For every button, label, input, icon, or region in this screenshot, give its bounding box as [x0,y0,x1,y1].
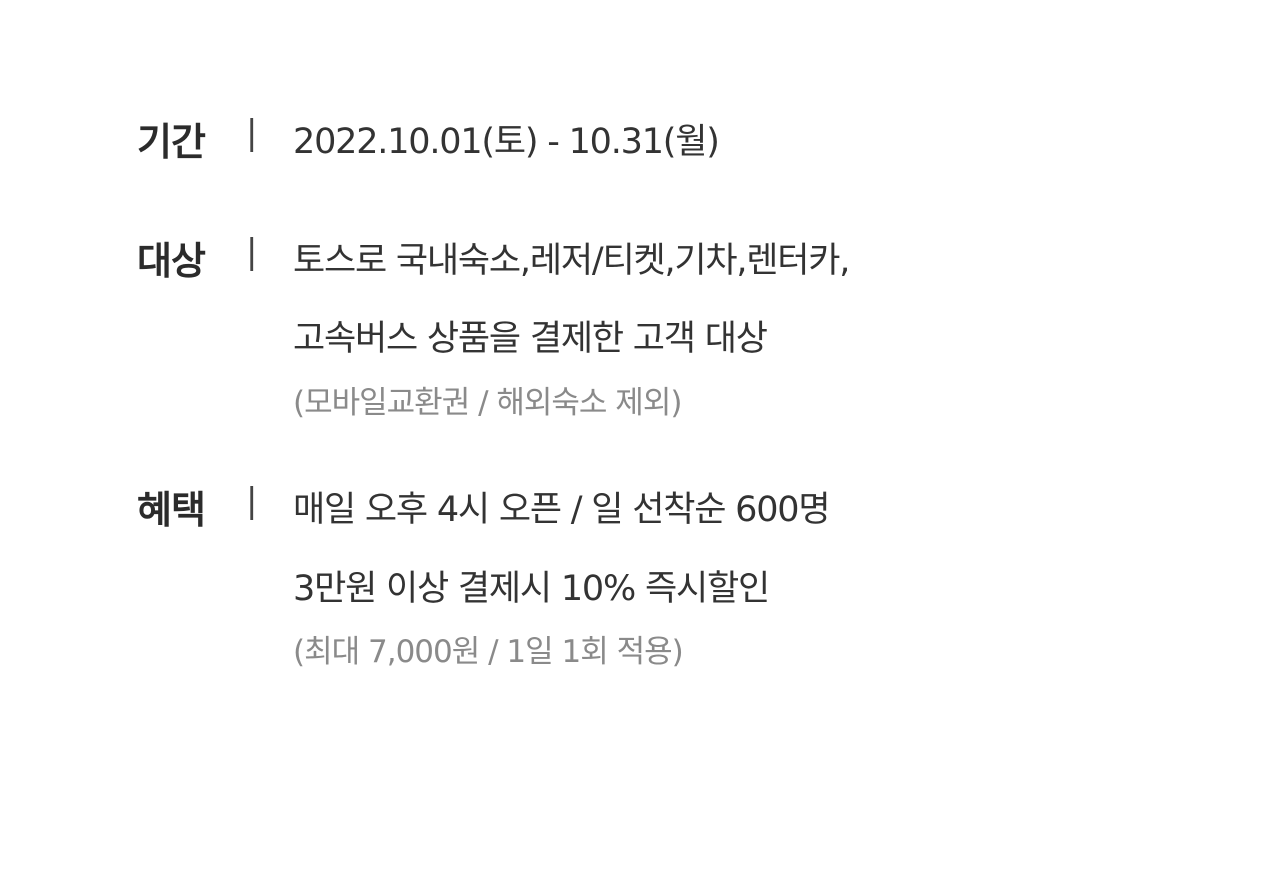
target-separator: | [246,232,258,272]
target-line-1: 토스로 국내숙소,레저/티켓,기차,렌터카, [293,241,850,281]
period-label: 기간 [137,120,206,164]
target-label: 대상 [137,239,206,283]
period-separator: | [246,113,258,153]
period-value: 2022.10.01(토) - 10.31(월) [293,122,720,162]
target-line-2: 고속버스 상품을 결제한 고객 대상 [293,319,768,359]
target-note: (모바일교환권 / 해외숙소 제외) [293,385,682,421]
benefit-note: (최대 7,000원 / 1일 1회 적용) [293,634,684,670]
benefit-line-1: 매일 오후 4시 오픈 / 일 선착순 600명 [293,490,831,530]
benefit-separator: | [246,481,258,521]
benefit-line-2: 3만원 이상 결제시 10% 즉시할인 [293,569,770,609]
benefit-label: 혜택 [137,488,206,532]
